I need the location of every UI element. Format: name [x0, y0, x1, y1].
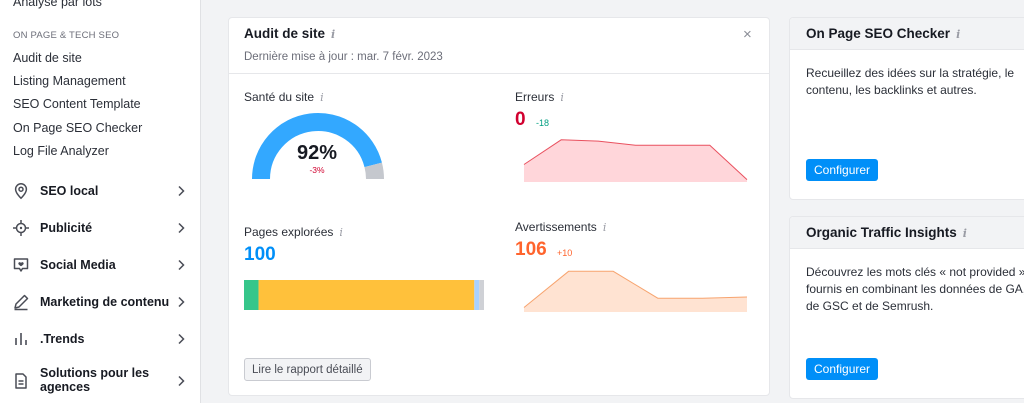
chevron-right-icon: [178, 222, 185, 234]
info-icon[interactable]: i: [602, 221, 607, 234]
chevron-right-icon: [178, 333, 185, 345]
bar-chart-icon: [15, 333, 27, 345]
configure-button[interactable]: Configurer: [806, 159, 879, 181]
warnings-label: Avertissements i: [515, 220, 606, 234]
info-icon[interactable]: i: [956, 28, 961, 41]
sidebar-item-analyse-par-lots[interactable]: Analyse par lots: [13, 0, 102, 9]
widget-title: Organic Traffic Insights i: [806, 225, 967, 240]
sidebar-item-seo-local[interactable]: SEO local: [0, 176, 200, 206]
warnings-count[interactable]: 106: [515, 239, 547, 260]
chevron-right-icon: [178, 185, 185, 197]
document-icon: [15, 373, 27, 389]
read-report-button[interactable]: Lire le rapport détaillé: [244, 358, 371, 381]
warnings-trend-chart: [523, 270, 748, 312]
sidebar-item-listing-management[interactable]: Listing Management: [13, 74, 126, 88]
info-icon[interactable]: i: [339, 226, 343, 239]
sidebar-nav-label: Publicité: [40, 221, 93, 235]
sidebar-nav-label: Social Media: [40, 258, 116, 272]
info-icon[interactable]: i: [962, 227, 967, 240]
warnings-delta: +10: [557, 248, 573, 258]
sidebar-nav-label: Marketing de contenu: [40, 295, 170, 309]
sidebar-nav-label: .Trends: [40, 332, 85, 346]
sidebar-item-publicite[interactable]: Publicité: [0, 213, 200, 243]
sidebar-item-marketing-de-contenu[interactable]: Marketing de contenu: [0, 287, 200, 317]
site-health-delta: -3%: [309, 165, 325, 175]
close-icon[interactable]: ×: [743, 26, 752, 43]
pages-bar-segment: [244, 280, 259, 310]
errors-count[interactable]: 0: [515, 109, 526, 130]
widget-description: Découvrez les mots clés « not provided »…: [806, 265, 1024, 313]
warnings-label-text: Avertissements: [515, 220, 597, 234]
errors-label-text: Erreurs: [515, 90, 555, 104]
organic-traffic-insights-title: Organic Traffic Insights: [806, 225, 957, 240]
sidebar: Analyse par lots ON PAGE & TECH SEO Audi…: [0, 0, 201, 403]
sidebar-item-solutions-agences[interactable]: Solutions pour les agences: [0, 366, 200, 396]
sidebar-item-audit-de-site[interactable]: Audit de site: [13, 51, 82, 65]
pages-bar-segment: [474, 280, 480, 310]
gauge-remaining-arc: [364, 162, 384, 180]
divider: [229, 73, 769, 74]
configure-button[interactable]: Configurer: [806, 358, 879, 380]
widget-header: [790, 217, 1024, 249]
site-health-gauge: [252, 113, 384, 180]
pages-crawled-count[interactable]: 100: [244, 244, 276, 265]
sidebar-item-seo-content-template[interactable]: SEO Content Template: [13, 97, 141, 111]
location-pin-icon: [14, 183, 28, 200]
chevron-right-icon: [178, 296, 185, 308]
chat-bubble-icon: [13, 258, 29, 272]
trend-area: [524, 139, 747, 182]
errors-label: Erreurs i: [515, 90, 564, 104]
chevron-right-icon: [178, 375, 185, 387]
widget-header: [790, 18, 1024, 50]
sidebar-section-title: ON PAGE & TECH SEO: [13, 30, 120, 41]
site-health-label: Santé du site i: [244, 90, 324, 104]
sidebar-item-trends[interactable]: .Trends: [0, 324, 200, 354]
trend-line: [523, 270, 748, 308]
info-icon[interactable]: i: [320, 91, 324, 104]
widget-title: On Page SEO Checker i: [806, 26, 960, 41]
info-icon[interactable]: i: [331, 28, 336, 41]
target-icon: [13, 220, 29, 236]
trend-area: [524, 271, 747, 312]
pages-crawled-label: Pages explorées i: [244, 225, 343, 239]
site-health-value: 92%: [296, 142, 338, 164]
on-page-seo-checker-title: On Page SEO Checker: [806, 26, 951, 41]
errors-trend-chart: [523, 139, 748, 182]
pages-crawled-label-text: Pages explorées: [244, 225, 334, 239]
site-health-label-text: Santé du site: [244, 90, 315, 104]
sidebar-item-social-media[interactable]: Social Media: [0, 250, 200, 280]
widget-title: Audit de site i: [244, 26, 335, 41]
site-audit-title: Audit de site: [244, 26, 326, 41]
on-page-seo-checker-widget: On Page SEO Checker i Recueillez des idée…: [789, 17, 1024, 200]
trend-line: [523, 139, 748, 180]
site-audit-widget: Audit de site i × Dernière mise à jour : …: [228, 17, 770, 396]
sidebar-nav-label: Solutions pour les agences: [40, 366, 150, 394]
widget-description: Recueillez des idées sur la stratégie, l…: [806, 66, 1015, 97]
info-icon[interactable]: i: [560, 91, 564, 104]
pages-bar-segment: [258, 280, 475, 310]
sidebar-item-on-page-seo-checker[interactable]: On Page SEO Checker: [13, 121, 143, 135]
sidebar-nav-label: SEO local: [40, 184, 99, 198]
organic-traffic-insights-widget: Organic Traffic Insights i Découvrez les …: [789, 216, 1024, 399]
last-update-text: Dernière mise à jour : mar. 7 févr. 2023: [244, 51, 443, 63]
chevron-right-icon: [178, 259, 185, 271]
errors-delta: -18: [536, 118, 550, 128]
pages-crawled-bar: [244, 280, 484, 310]
sidebar-item-log-file-analyzer[interactable]: Log File Analyzer: [13, 144, 109, 158]
pencil-icon: [14, 294, 29, 311]
pages-bar-segment: [479, 280, 484, 310]
gauge-value-arc: [252, 113, 382, 180]
